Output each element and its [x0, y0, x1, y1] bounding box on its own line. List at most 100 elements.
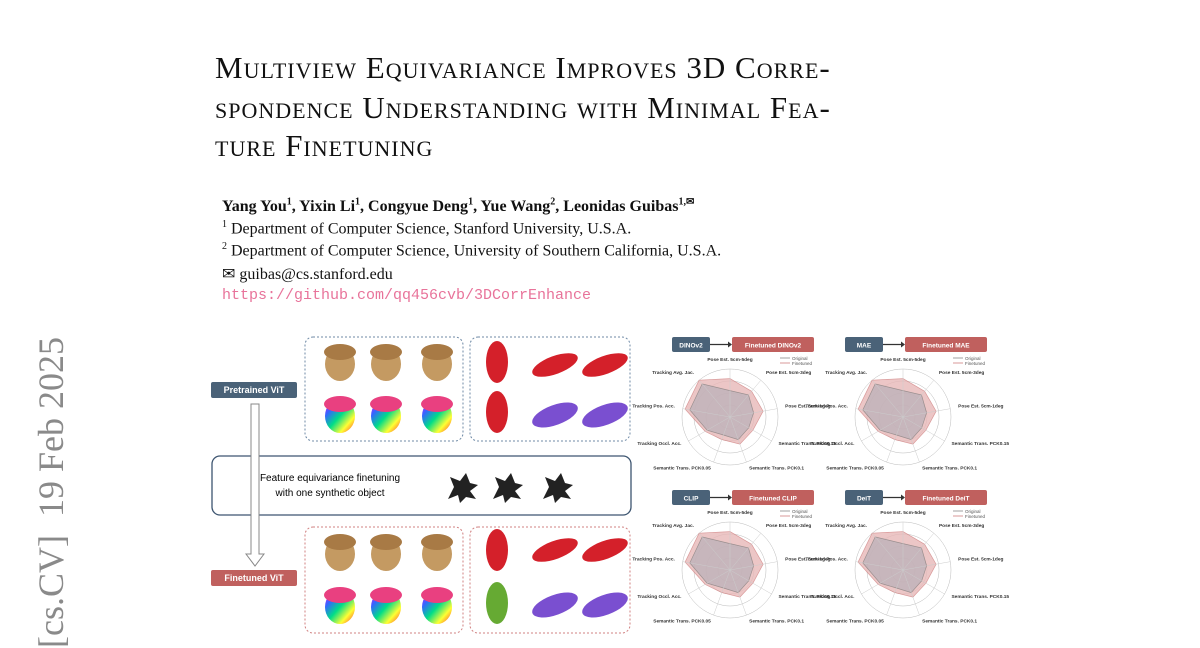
legend-text: Finetuned [965, 514, 986, 519]
radar-spoke [861, 416, 904, 442]
finetuned-box [905, 490, 987, 505]
radar-axis-label: Tracking Occl. Acc. [810, 441, 854, 447]
radar-axis-label: Tracking Pos. Acc. [805, 556, 847, 562]
radar-spoke [682, 408, 731, 418]
acorn-cap [324, 396, 356, 412]
radar-axis-label: Tracking Pos. Acc. [805, 403, 847, 409]
author: Yue Wang2 [480, 197, 563, 215]
arrow-head [901, 341, 905, 348]
shoe [532, 592, 578, 618]
author-sup: 2 [550, 197, 556, 208]
radar-axis-label: Semantic Trans. PCK0.15 [778, 594, 836, 600]
acorn-cap [421, 396, 453, 412]
acorn-cap [370, 534, 402, 550]
shoe [486, 582, 508, 624]
radar-spoke [688, 416, 731, 442]
author: Congyue Deng1 [368, 197, 480, 215]
shoe [532, 402, 578, 428]
title-line: ture Finetuning [215, 128, 434, 163]
radar-axis-label: Semantic Trans. PCK0.05 [653, 466, 711, 472]
radar-axis-label: Tracking Occl. Acc. [637, 441, 681, 447]
title-line: Multiview Equivariance Improves 3D Corre… [215, 50, 831, 85]
radar-axis-label: Pose Est. 5cm-5deg [880, 510, 925, 516]
finetuned-box [732, 337, 814, 352]
model-box [672, 490, 710, 505]
author-name: Yixin Li1 [299, 197, 368, 215]
affiliation: 2 Department of Computer Science, Univer… [222, 241, 721, 260]
radar-spoke [729, 408, 778, 418]
label: Finetuned ViT [224, 573, 284, 583]
legend-text: Original [792, 356, 808, 361]
radar-axis-label: Pose Est. 5cm-5deg [880, 357, 925, 363]
radar-axis-label: Semantic Trans. PCK0.15 [951, 441, 1009, 447]
middle-text: with one synthetic object [275, 488, 385, 499]
radar-axis-label: Tracking Avg. Jac. [652, 523, 694, 529]
shoe [532, 538, 578, 562]
shoe [582, 538, 628, 562]
radar-spoke [729, 416, 747, 463]
email: ✉ guibas@cs.stanford.edu [222, 266, 393, 283]
radar-axis-label: Semantic Trans. PCK0.05 [826, 466, 884, 472]
radar-axis-label: Semantic Trans. PCK0.1 [922, 466, 977, 472]
aff-sup: 1 [222, 219, 227, 230]
aff-text: Department of Computer Science, Stanford… [231, 220, 632, 238]
radar-axis-label: Pose Est. 5cm-3deg [766, 523, 811, 529]
model-label: DeiT [857, 496, 871, 503]
shoe [486, 391, 508, 433]
shoe [486, 529, 508, 571]
radar-spoke [902, 569, 945, 595]
radar-original [862, 383, 927, 441]
acorn-cap [421, 534, 453, 550]
aff-text: Department of Computer Science, Universi… [231, 242, 722, 260]
author-sup: 1 [468, 197, 474, 208]
url[interactable]: https://github.com/qq456cvb/3DCorrEnhanc… [222, 287, 592, 304]
legend-text: Finetuned [965, 361, 986, 366]
shoe [582, 353, 628, 377]
radar-original [689, 536, 754, 594]
arrow-head [728, 494, 732, 501]
radar-axis-label: Pose Est. 5cm-1deg [785, 403, 830, 409]
arrow-head [728, 341, 732, 348]
radar-spoke [902, 533, 935, 571]
radar-spoke [902, 561, 951, 571]
radar-axis-label: Semantic Trans. PCK0.1 [749, 466, 804, 472]
radar-spoke [729, 561, 778, 571]
acorn-cap [370, 396, 402, 412]
author-name: Leonidas Guibas1,✉ [563, 197, 695, 216]
finetuned-label: Finetuned MAE [922, 343, 970, 350]
title-line: spondence Understanding with Minimal Fea… [215, 90, 831, 125]
shoe [532, 353, 578, 377]
arrow-head [901, 494, 905, 501]
author: Yixin Li1 [299, 197, 368, 215]
radar-axis-label: Semantic Trans. PCK0.05 [826, 619, 884, 625]
shoe [582, 592, 628, 618]
radar-original [689, 383, 754, 441]
radar-axis-label: Pose Est. 5cm-5deg [707, 510, 752, 516]
radar-axis-label: Semantic Trans. PCK0.1 [749, 619, 804, 625]
radar-axis-label: Semantic Trans. PCK0.15 [951, 594, 1009, 600]
radar-axis-label: Tracking Pos. Acc. [632, 403, 674, 409]
radar-spoke [713, 416, 731, 463]
radar-spoke [871, 533, 904, 571]
radar-axis-label: Pose Est. 5cm-1deg [958, 403, 1003, 409]
radar-spoke [682, 561, 731, 571]
legend-text: Original [965, 509, 981, 514]
radar-spoke [902, 569, 920, 616]
radar-spoke [886, 416, 904, 463]
radar-axis-label: Pose Est. 5cm-3deg [939, 370, 984, 376]
finetuned-label: Finetuned DeiT [923, 496, 970, 503]
radar-axis-label: Pose Est. 5cm-3deg [939, 523, 984, 529]
author-name: Congyue Deng1 [368, 197, 480, 215]
radar-axis-label: Pose Est. 5cm-5deg [707, 357, 752, 363]
model-label: CLIP [684, 496, 699, 503]
radar-spoke [855, 561, 904, 571]
robot [448, 473, 478, 503]
finetuned-box [732, 490, 814, 505]
acorn-cap [370, 344, 402, 360]
radar-spoke [688, 569, 731, 595]
radar-original [862, 536, 927, 594]
author-name: Yang You1 [222, 197, 299, 215]
robot [493, 473, 523, 503]
